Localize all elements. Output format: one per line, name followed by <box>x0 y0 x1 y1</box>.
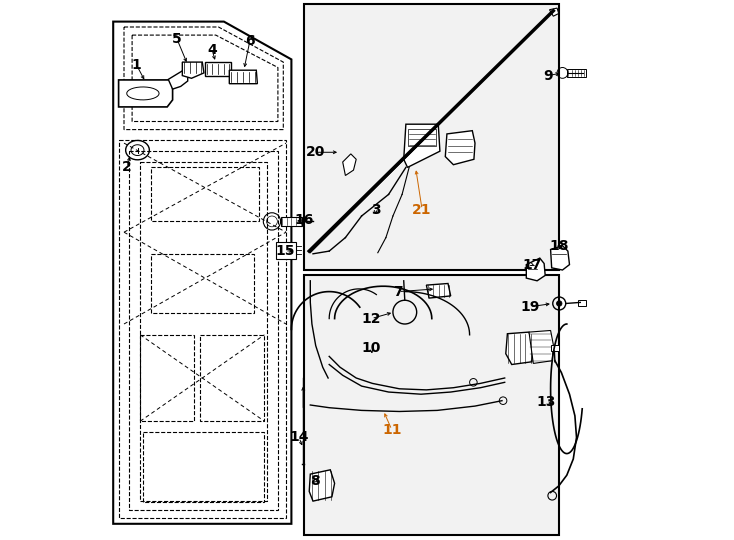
Polygon shape <box>526 258 545 281</box>
Polygon shape <box>119 80 172 107</box>
Text: 3: 3 <box>371 202 380 217</box>
Text: 8: 8 <box>310 474 320 488</box>
Text: 11: 11 <box>382 423 401 437</box>
Text: 4: 4 <box>207 43 217 57</box>
Polygon shape <box>182 62 204 78</box>
Text: 21: 21 <box>413 202 432 217</box>
Text: 20: 20 <box>305 145 325 159</box>
Bar <box>305 275 559 535</box>
Polygon shape <box>506 332 534 365</box>
Bar <box>305 4 559 270</box>
Circle shape <box>556 301 562 306</box>
Polygon shape <box>205 62 231 76</box>
Polygon shape <box>550 8 559 16</box>
Polygon shape <box>168 70 188 89</box>
Polygon shape <box>446 131 475 165</box>
Bar <box>567 69 586 77</box>
Text: 16: 16 <box>294 213 313 227</box>
Polygon shape <box>280 217 302 226</box>
Text: 14: 14 <box>289 430 309 444</box>
Polygon shape <box>404 124 440 167</box>
Polygon shape <box>276 242 296 259</box>
Polygon shape <box>426 284 451 298</box>
Bar <box>550 345 559 351</box>
Text: 18: 18 <box>550 239 569 253</box>
Polygon shape <box>309 470 335 501</box>
Text: 15: 15 <box>275 244 294 258</box>
Bar <box>578 300 586 306</box>
Text: 19: 19 <box>520 300 539 314</box>
Text: 1: 1 <box>131 58 141 72</box>
Text: 10: 10 <box>362 341 381 355</box>
Polygon shape <box>229 70 258 84</box>
Bar <box>407 129 436 146</box>
Text: 13: 13 <box>537 395 556 409</box>
Polygon shape <box>529 330 553 363</box>
Text: 12: 12 <box>362 312 381 326</box>
Polygon shape <box>343 154 356 176</box>
Text: 9: 9 <box>543 69 553 83</box>
Text: 5: 5 <box>172 32 182 46</box>
Text: 17: 17 <box>522 258 542 272</box>
Text: 2: 2 <box>123 160 132 174</box>
Polygon shape <box>550 246 570 270</box>
Text: 7: 7 <box>393 285 403 299</box>
Text: 6: 6 <box>245 34 255 48</box>
